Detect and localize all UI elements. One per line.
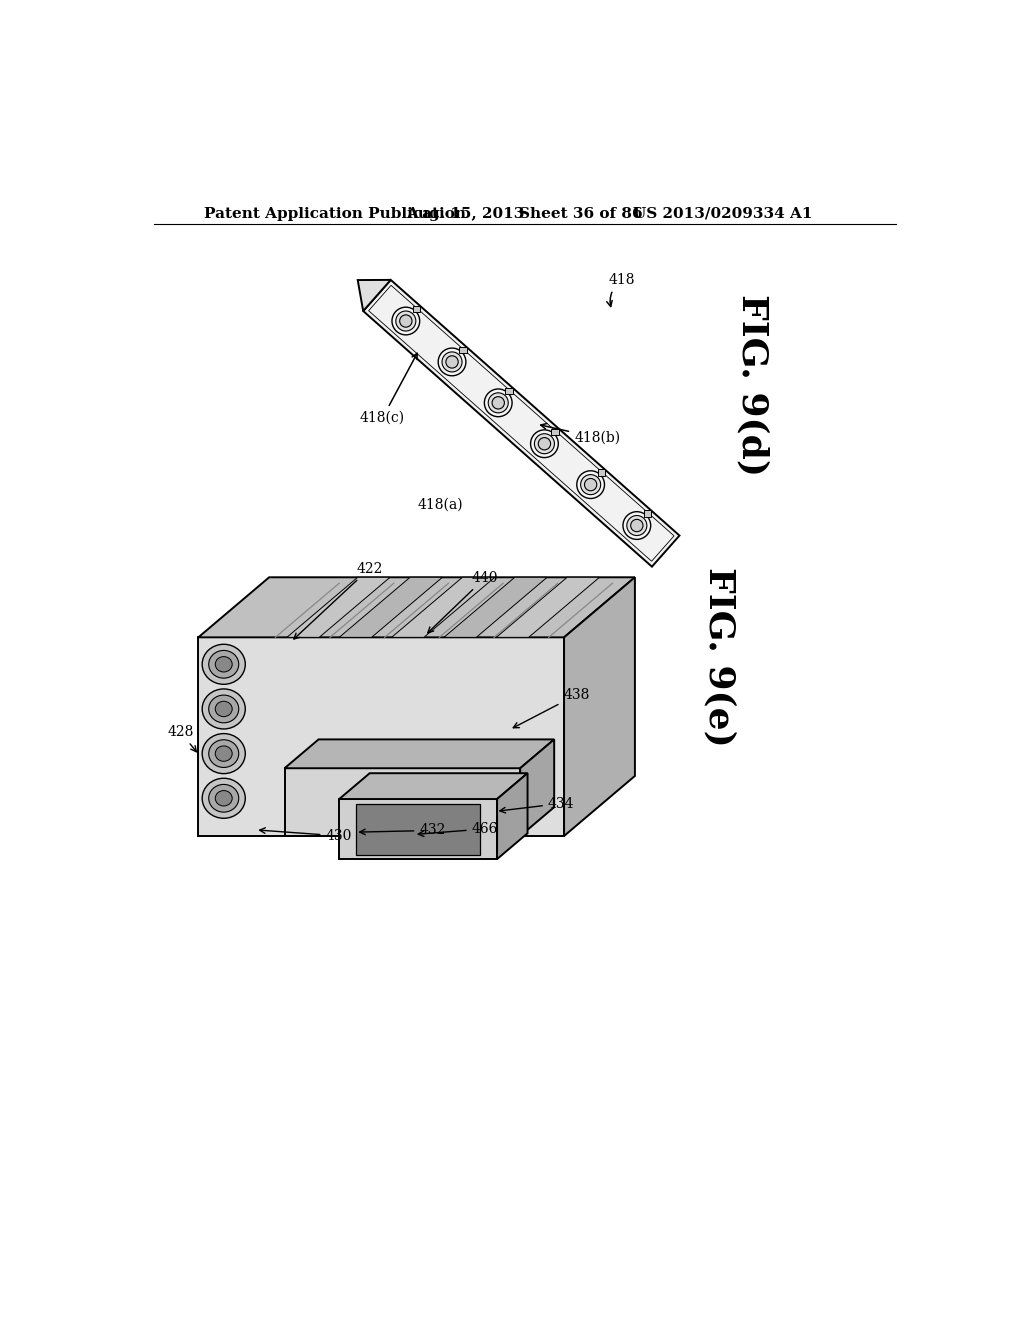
Ellipse shape [585,478,597,491]
Ellipse shape [442,352,462,372]
Text: Sheet 36 of 86: Sheet 36 of 86 [519,207,643,220]
Text: FIG. 9(e): FIG. 9(e) [702,568,736,747]
Text: US 2013/0209334 A1: US 2013/0209334 A1 [634,207,813,220]
Ellipse shape [202,644,246,684]
Polygon shape [364,280,680,566]
Polygon shape [520,739,554,836]
FancyBboxPatch shape [644,511,651,516]
Ellipse shape [535,434,554,454]
Ellipse shape [209,739,239,767]
Ellipse shape [209,696,239,723]
Ellipse shape [484,389,512,417]
FancyBboxPatch shape [459,347,467,352]
Polygon shape [339,799,497,859]
Ellipse shape [215,656,232,672]
Ellipse shape [209,651,239,678]
Text: 438: 438 [513,688,590,727]
Ellipse shape [530,430,558,458]
Ellipse shape [445,356,458,368]
Ellipse shape [577,471,604,499]
Ellipse shape [581,475,601,495]
Polygon shape [391,577,495,638]
Ellipse shape [438,348,466,376]
Polygon shape [356,804,480,855]
FancyBboxPatch shape [413,306,421,312]
Text: 440: 440 [428,572,498,632]
Ellipse shape [539,437,551,450]
Polygon shape [564,577,635,836]
Ellipse shape [215,746,232,762]
Polygon shape [285,739,554,768]
Ellipse shape [202,734,246,774]
Polygon shape [199,638,564,836]
Text: 430: 430 [260,828,352,843]
Polygon shape [497,577,599,638]
Polygon shape [357,280,391,312]
Ellipse shape [202,689,246,729]
Polygon shape [339,774,527,799]
Text: 466: 466 [418,822,498,837]
Text: 432: 432 [359,824,445,837]
Text: 418(c): 418(c) [360,354,417,425]
Ellipse shape [623,512,650,540]
FancyBboxPatch shape [551,429,559,434]
Text: 418(b): 418(b) [541,424,621,445]
Ellipse shape [399,315,412,327]
Polygon shape [285,768,520,836]
Text: Patent Application Publication: Patent Application Publication [204,207,466,220]
Text: 418(a): 418(a) [418,498,463,512]
Polygon shape [444,577,547,638]
Text: 422: 422 [294,562,383,639]
FancyBboxPatch shape [505,388,513,393]
Ellipse shape [627,516,647,536]
Ellipse shape [493,397,505,409]
Polygon shape [199,577,635,638]
Ellipse shape [488,393,508,413]
Text: 418: 418 [607,273,635,306]
Ellipse shape [631,519,643,532]
Text: Aug. 15, 2013: Aug. 15, 2013 [407,207,524,220]
Polygon shape [287,577,390,638]
Text: 434: 434 [500,796,574,813]
Polygon shape [497,774,527,859]
Ellipse shape [396,312,416,331]
Text: 428: 428 [167,725,197,752]
Ellipse shape [215,701,232,717]
Ellipse shape [215,791,232,807]
Ellipse shape [209,784,239,812]
Ellipse shape [392,308,420,335]
FancyBboxPatch shape [597,470,605,475]
Ellipse shape [202,779,246,818]
Text: FIG. 9(d): FIG. 9(d) [735,294,770,477]
Polygon shape [339,577,442,638]
